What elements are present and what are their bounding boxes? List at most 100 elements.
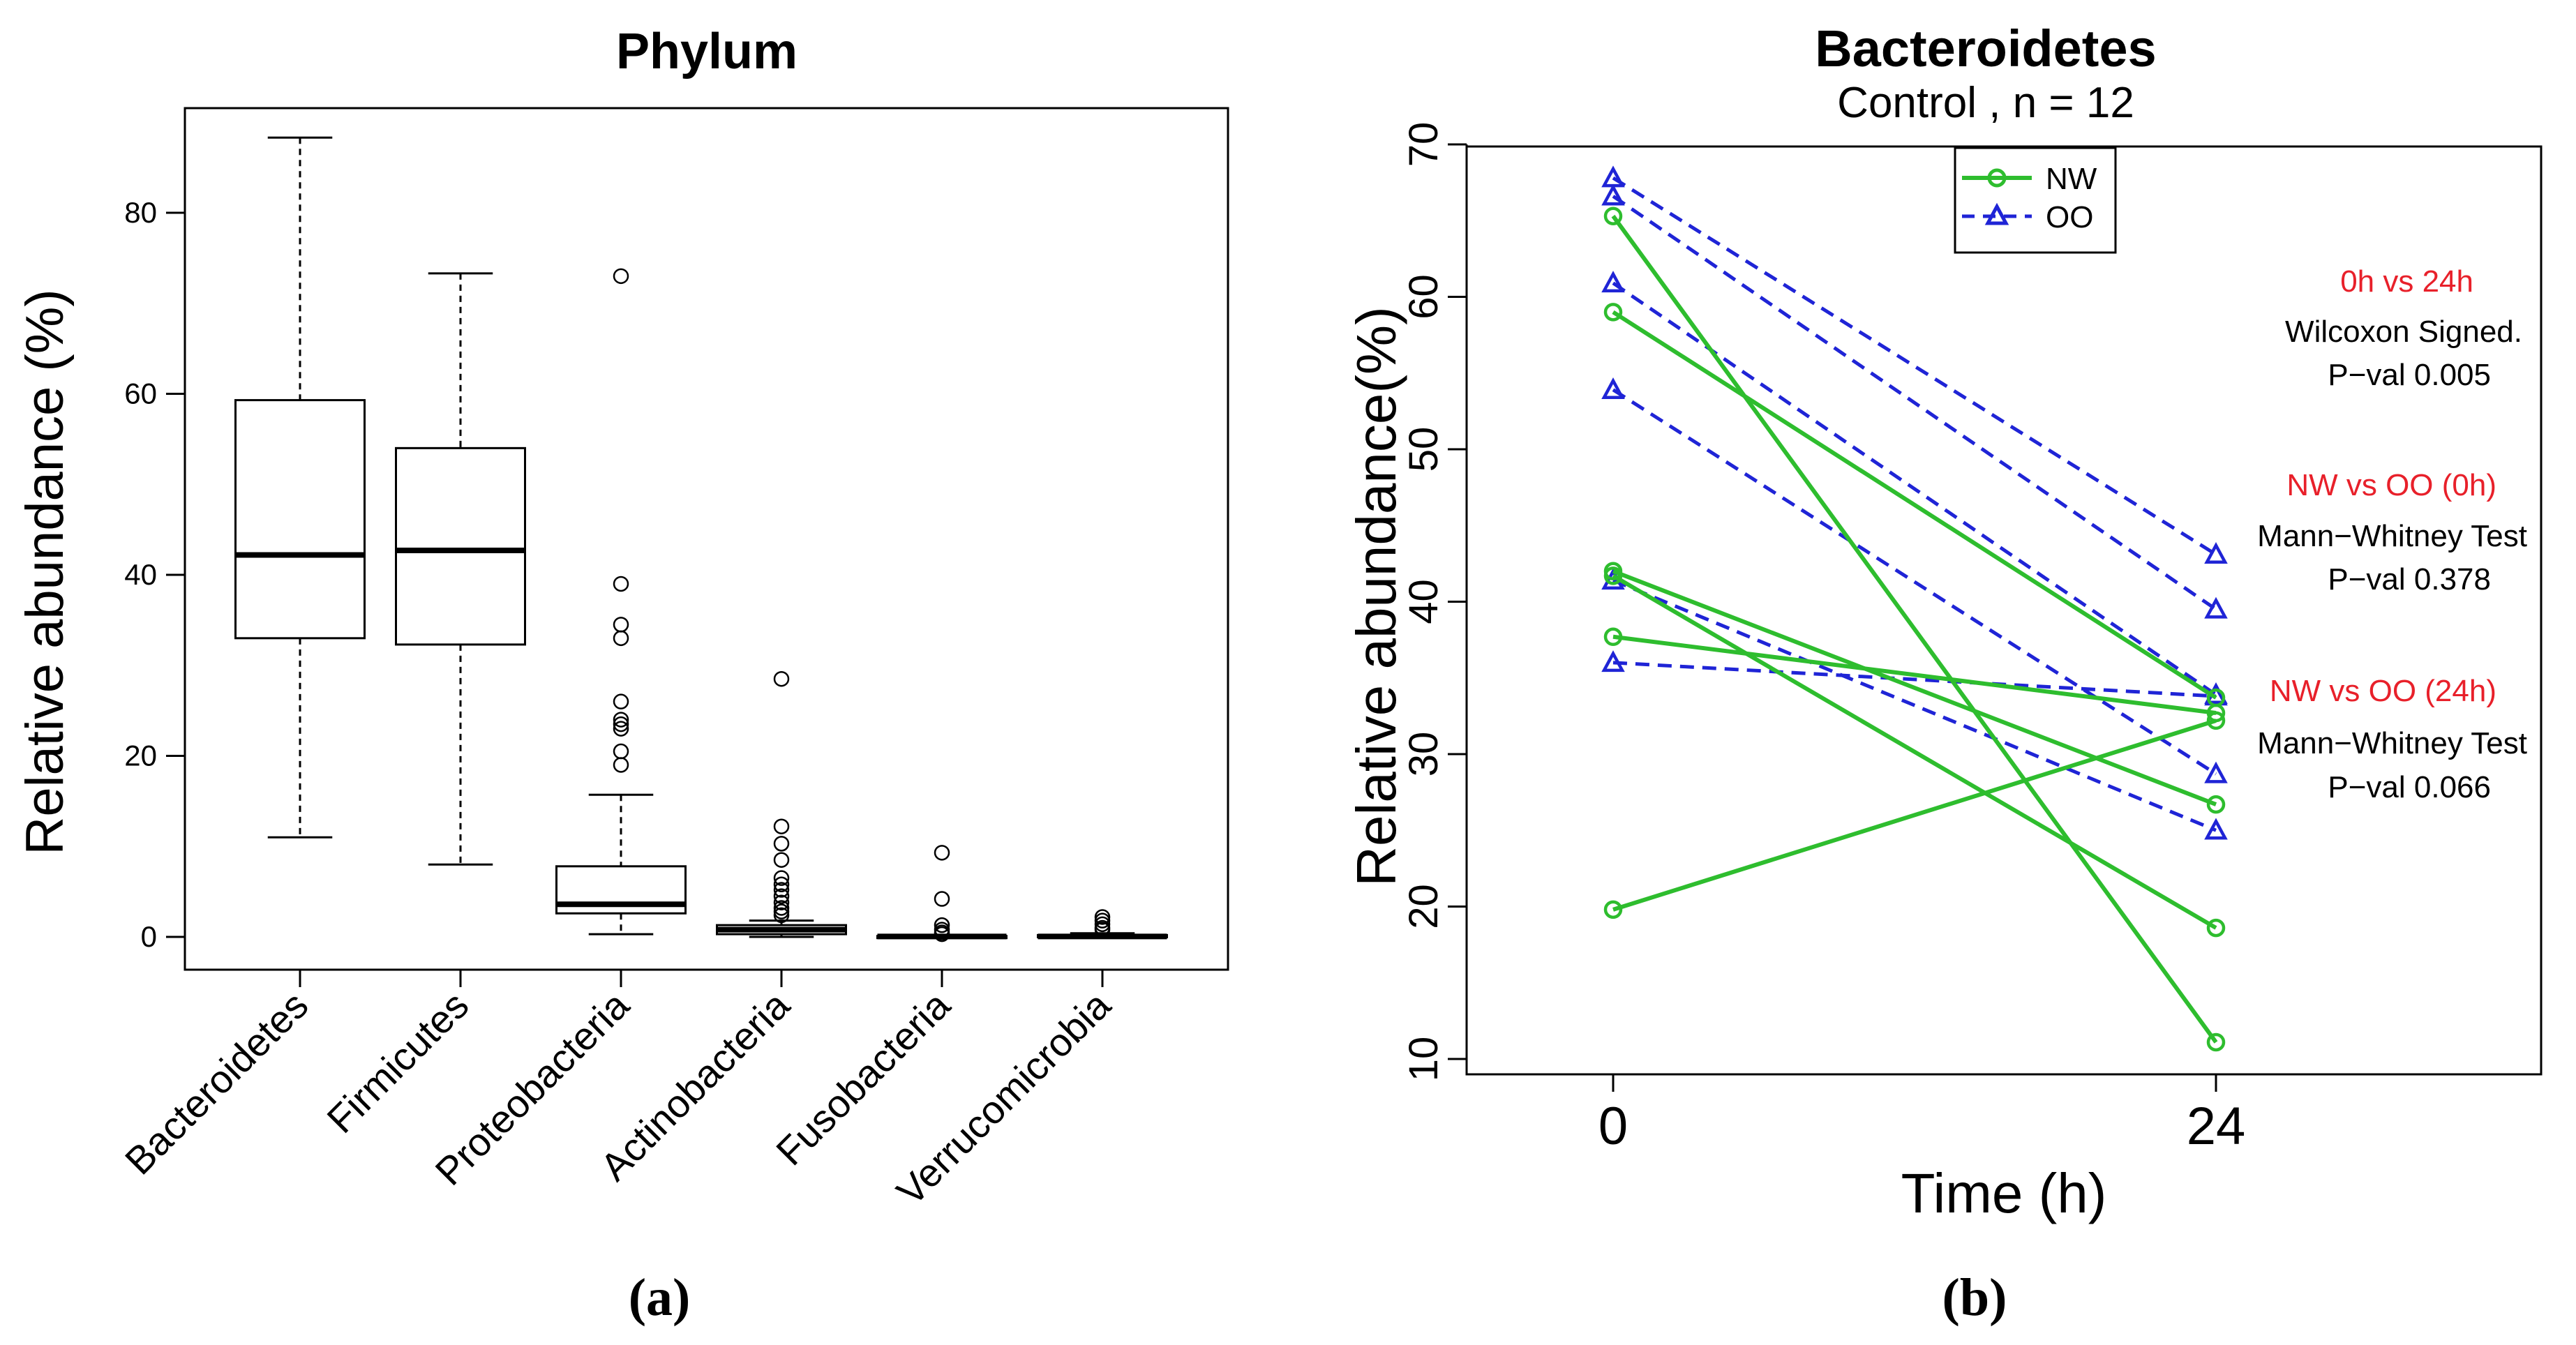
- point-marker: [1603, 206, 1623, 225]
- outlier-point: [934, 891, 950, 907]
- panel-b-subtitle: Control , n = 12: [1837, 79, 2134, 127]
- point-marker: [1603, 900, 1623, 919]
- point-marker: [2206, 795, 2226, 814]
- point-marker: [1603, 303, 1623, 322]
- outlier-point: [613, 693, 629, 709]
- series-line: [1612, 719, 2217, 912]
- outlier-point: [773, 900, 790, 916]
- legend-nw-label: NW: [2046, 162, 2097, 196]
- y-tick-label: 40: [124, 558, 157, 591]
- series-oo: [1601, 568, 2228, 840]
- panel-a-label: (a): [629, 1268, 691, 1327]
- series-line: [1612, 195, 2217, 611]
- outlier-point: [773, 818, 790, 834]
- point-marker: [1601, 165, 1625, 188]
- annotation-3-heading: NW vs OO (24h): [2270, 674, 2496, 708]
- panel-b-y-axis-label: Relative abundance(%): [1345, 306, 1407, 887]
- y-tick-label: 70: [1401, 122, 1446, 167]
- series-line: [1612, 661, 2217, 698]
- outlier-point: [773, 907, 790, 924]
- box-bacteroidetes: [234, 136, 366, 839]
- annotation-1-heading: 0h vs 24h: [2340, 264, 2473, 299]
- series-nw: [1603, 711, 2226, 919]
- y-tick-label: 10: [1401, 1037, 1446, 1082]
- outlier-point: [934, 926, 950, 942]
- point-marker: [2206, 918, 2226, 938]
- panel-b-y-axis: 10 20 30 40 50 60 70: [1401, 122, 1468, 1082]
- annotation-2-test: Mann−Whitney Test: [2257, 519, 2527, 553]
- outlier-point: [773, 876, 790, 892]
- box-proteobacteria: [555, 268, 687, 936]
- series-oo: [1601, 377, 2228, 783]
- outlier-point: [1094, 922, 1111, 938]
- panel-b-line-chart: Bacteroidetes Control , n = 12 Relative …: [1345, 20, 2543, 1327]
- outlier-point: [773, 852, 790, 868]
- panel-a-boxplot: Phylum Relative abundance (%) 020406080 …: [15, 24, 1229, 1327]
- panel-b-legend: NW OO: [1954, 146, 2117, 254]
- series-line: [1612, 578, 2217, 832]
- series-oo: [1601, 650, 2228, 706]
- point-marker: [2204, 542, 2228, 564]
- panel-b-annotations: 0h vs 24h Wilcoxon Signed. P−val 0.005 N…: [2257, 264, 2527, 804]
- series-line: [1612, 388, 2217, 776]
- x-tick-label: 24: [2187, 1097, 2246, 1156]
- y-tick-label: 0: [141, 920, 157, 953]
- outlier-point: [1094, 909, 1111, 925]
- panel-b-title: Bacteroidetes: [1815, 20, 2156, 77]
- point-marker: [1601, 183, 1625, 206]
- outlier-point: [613, 716, 629, 732]
- outlier-point: [613, 630, 629, 647]
- series-oo: [1601, 271, 2228, 705]
- outlier-point: [773, 870, 790, 886]
- y-tick-label: 80: [124, 196, 157, 229]
- outlier-point: [934, 917, 950, 933]
- series-nw: [1603, 627, 2226, 723]
- legend-box: [1954, 146, 2117, 254]
- series-nw: [1603, 206, 2226, 1052]
- point-marker: [2204, 596, 2228, 619]
- panel-b-x-axis-label: Time (h): [1901, 1162, 2107, 1224]
- annotation-2-pval: P−val 0.378: [2328, 562, 2491, 596]
- panel-a-title: Phylum: [616, 24, 797, 80]
- outlier-point: [613, 617, 629, 633]
- annotation-3-test: Mann−Whitney Test: [2257, 726, 2527, 760]
- y-tick-label: 60: [1401, 274, 1446, 320]
- series-line: [1612, 569, 2217, 806]
- series-line: [1611, 214, 2218, 1044]
- box-firmicutes: [395, 272, 526, 866]
- outlier-point: [1094, 912, 1111, 929]
- point-marker: [1603, 627, 1623, 647]
- y-tick-label: 30: [1401, 732, 1446, 777]
- outlier-point: [773, 836, 790, 852]
- outlier-point: [1094, 916, 1111, 933]
- x-tick-label: Firmicutes: [318, 983, 477, 1141]
- series-line: [1612, 281, 2217, 696]
- point-marker: [1601, 377, 1625, 400]
- series-line: [1612, 310, 2217, 700]
- box-verrucomicrobia: [1037, 909, 1168, 940]
- panel-a-x-tick-labels: Bacteroidetes FirmicutesProteobacteriaAct…: [117, 970, 1119, 1214]
- box-fusobacteria: [876, 845, 1008, 942]
- series-nw: [1603, 566, 2226, 938]
- panel-a-y-axis: 0 20 40 60 80: [124, 196, 186, 953]
- outlier-point: [613, 721, 629, 737]
- series-nw: [1603, 303, 2226, 707]
- legend-oo-marker: [1984, 202, 2009, 225]
- x-tick-label: 0: [1598, 1097, 1628, 1156]
- series-line: [1612, 573, 2217, 930]
- iqr-box: [234, 399, 366, 640]
- y-tick-label: 60: [124, 377, 157, 410]
- y-tick-label: 50: [1401, 427, 1446, 472]
- outlier-point: [613, 268, 629, 285]
- point-marker: [2206, 711, 2226, 730]
- outlier-point: [613, 712, 629, 728]
- outlier-point: [613, 757, 629, 773]
- outlier-point: [613, 743, 629, 760]
- point-marker: [1601, 650, 1625, 672]
- point-marker: [1601, 271, 1625, 293]
- panel-a-boxes: [234, 136, 1168, 942]
- outlier-point: [773, 882, 790, 898]
- outlier-point: [773, 894, 790, 910]
- annotation-2-heading: NW vs OO (0h): [2286, 468, 2496, 502]
